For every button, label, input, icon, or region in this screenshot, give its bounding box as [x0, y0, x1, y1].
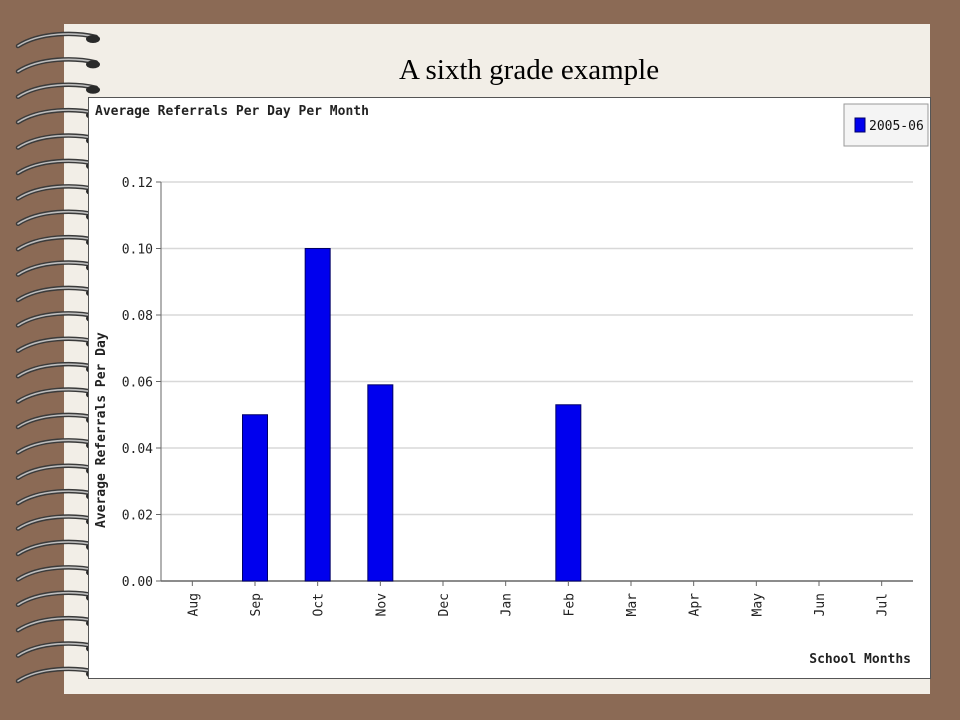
x-tick-label: Mar [625, 593, 640, 617]
x-tick-label: Nov [374, 593, 389, 617]
binding-ring [15, 31, 100, 49]
x-tick-label: Aug [186, 593, 201, 616]
chart-title: Average Referrals Per Day Per Month [95, 104, 369, 119]
x-tick-label: Jun [813, 593, 828, 616]
y-axis-label: Average Referrals Per Day [94, 332, 109, 528]
y-tick-label: 0.06 [122, 376, 153, 391]
x-tick-label: Oct [312, 593, 327, 616]
y-tick-label: 0.04 [122, 442, 153, 457]
y-tick-label: 0.08 [122, 309, 153, 324]
x-tick-label: Jul [876, 593, 891, 616]
bar-sep [242, 414, 268, 582]
bar-chart: Average Referrals Per Day Per Month Aver… [94, 103, 929, 667]
x-tick-label: Sep [249, 593, 264, 617]
x-tick-label: Feb [562, 593, 577, 617]
binding-ring [15, 57, 100, 74]
slide-title-text: A sixth grade example [398, 54, 660, 86]
chart-panel: Average Referrals Per Day Per Month Aver… [88, 97, 931, 679]
legend: 2005-06 [843, 103, 929, 147]
x-tick-label: May [750, 593, 765, 617]
legend-swatch [854, 117, 866, 133]
slide-title: A sixth grade example [98, 54, 960, 87]
legend-label: 2005-06 [869, 119, 924, 134]
bar-oct [304, 248, 331, 582]
y-tick-label: 0.10 [122, 243, 153, 258]
binding-ring [15, 82, 100, 100]
y-tick-label: 0.12 [122, 176, 153, 191]
gridlines [160, 181, 913, 582]
y-tick-label: 0.02 [122, 509, 153, 524]
x-tick-labels: Aug Sep Oct Nov Dec Jan Feb Mar Apr May Jun Jul [186, 581, 891, 617]
x-tick-label: Apr [688, 593, 703, 617]
bars [242, 248, 582, 582]
bar-feb [555, 404, 582, 582]
bar-nov [367, 384, 394, 582]
y-tick-label: 0.00 [122, 575, 153, 590]
x-tick-label: Jan [500, 593, 515, 616]
y-tick-labels: 0.00 0.02 0.04 0.06 0.08 0.10 0.12 [122, 176, 161, 590]
x-tick-label: Dec [437, 593, 452, 616]
x-axis-label: School Months [809, 652, 911, 667]
